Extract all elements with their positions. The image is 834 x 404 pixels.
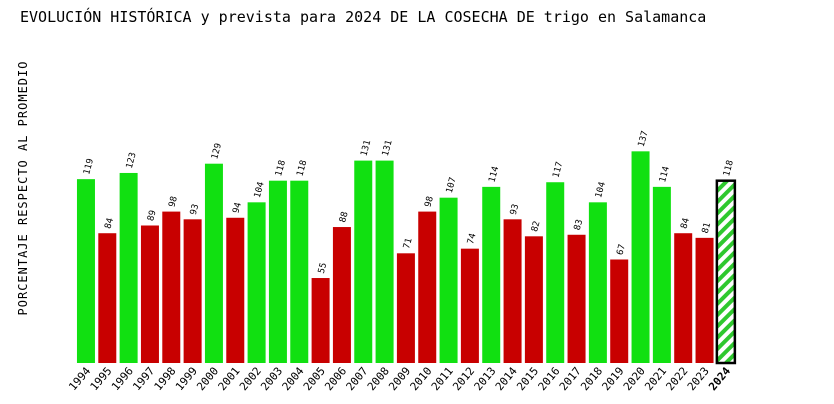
value-label: 123 [125, 151, 139, 169]
value-label: 94 [232, 201, 244, 214]
x-tick-label: 2017 [557, 365, 584, 394]
x-tick-label: 1994 [66, 364, 93, 393]
x-tick-label: 2023 [685, 365, 712, 394]
value-label: 104 [594, 181, 608, 199]
bar [98, 233, 117, 363]
value-label: 84 [104, 217, 116, 230]
bar [460, 248, 479, 363]
value-label: 129 [210, 142, 224, 160]
bar [631, 151, 650, 363]
bar [418, 211, 437, 363]
x-tick-label: 2005 [301, 365, 328, 394]
bar [652, 186, 671, 363]
bar [674, 233, 693, 363]
bar [332, 227, 351, 363]
x-tick-label: 2011 [429, 365, 456, 394]
value-label: 67 [615, 243, 627, 256]
x-tick-label: 2019 [600, 365, 627, 394]
x-tick-label: 1996 [109, 365, 136, 394]
x-tick-label: 2016 [536, 365, 563, 394]
value-label: 98 [168, 195, 180, 208]
value-label: 107 [445, 176, 459, 194]
x-tick-label: 2015 [514, 365, 541, 394]
x-tick-label: 2009 [386, 365, 413, 394]
value-label: 89 [146, 209, 158, 222]
bar [162, 211, 181, 363]
bar [76, 179, 95, 363]
x-tick-label: 2004 [280, 364, 307, 393]
bar [140, 225, 159, 363]
value-label: 93 [509, 203, 521, 216]
x-tick-label: 1999 [173, 365, 200, 394]
value-label: 104 [253, 181, 267, 199]
x-tick-label: 2022 [664, 365, 691, 394]
bar [311, 278, 330, 363]
x-tick-label: 2021 [642, 365, 669, 394]
x-tick-label: 2007 [344, 365, 371, 394]
bar [610, 259, 629, 363]
bar [247, 202, 266, 363]
bar [567, 234, 586, 363]
value-label: 137 [637, 130, 651, 148]
bar [439, 197, 458, 363]
x-tick-label: 2014 [493, 364, 520, 393]
value-label: 131 [381, 139, 395, 157]
value-label: 118 [722, 159, 736, 177]
value-label: 88 [338, 211, 350, 224]
x-tick-label: 1997 [130, 365, 157, 394]
bar [524, 236, 543, 363]
value-label: 71 [402, 237, 414, 250]
value-label: 98 [423, 195, 435, 208]
bar [183, 219, 202, 363]
value-label: 118 [274, 159, 288, 177]
x-tick-label: 2020 [621, 365, 648, 394]
x-tick-label: 2006 [322, 365, 349, 394]
value-label: 55 [317, 262, 329, 275]
bar [290, 180, 309, 363]
value-label: 82 [530, 220, 542, 233]
value-label: 74 [466, 232, 478, 245]
value-label: 84 [679, 217, 691, 230]
bar [375, 160, 394, 363]
x-tick-label: 1998 [152, 365, 179, 394]
bar [482, 186, 501, 363]
value-label: 114 [487, 165, 501, 183]
value-label: 81 [701, 222, 713, 235]
value-label: 93 [189, 203, 201, 216]
bar [503, 219, 522, 363]
bar [715, 179, 737, 365]
bar [588, 202, 607, 363]
x-tick-label: 2003 [258, 365, 285, 394]
bar [226, 217, 245, 363]
bar [204, 163, 223, 363]
bar [546, 182, 565, 363]
x-tick-label: 1995 [88, 365, 115, 394]
x-tick-label: 2018 [578, 365, 605, 394]
x-tick-label: 2002 [237, 365, 264, 394]
value-label: 131 [359, 139, 373, 157]
bar [268, 180, 287, 363]
value-label: 119 [82, 158, 96, 176]
bar [119, 172, 138, 363]
x-tick-label: 2000 [194, 365, 221, 394]
x-tick-label: 2001 [216, 365, 243, 394]
y-axis-label: PORCENTAJE RESPECTO AL PROMEDIO [16, 61, 30, 316]
value-label: 118 [296, 159, 310, 177]
x-tick-label: 2008 [365, 365, 392, 394]
value-label: 114 [658, 165, 672, 183]
value-label: 117 [551, 161, 565, 179]
x-tick-label: 2013 [472, 365, 499, 394]
bar [396, 253, 415, 363]
value-label: 83 [573, 218, 585, 231]
bar [695, 237, 714, 363]
x-tick-label: 2024 [706, 364, 733, 393]
x-tick-label: 2010 [408, 365, 435, 394]
bar [354, 160, 373, 363]
chart-title: EVOLUCIÓN HISTÓRICA y prevista para 2024… [20, 7, 706, 26]
x-tick-label: 2012 [450, 365, 477, 394]
